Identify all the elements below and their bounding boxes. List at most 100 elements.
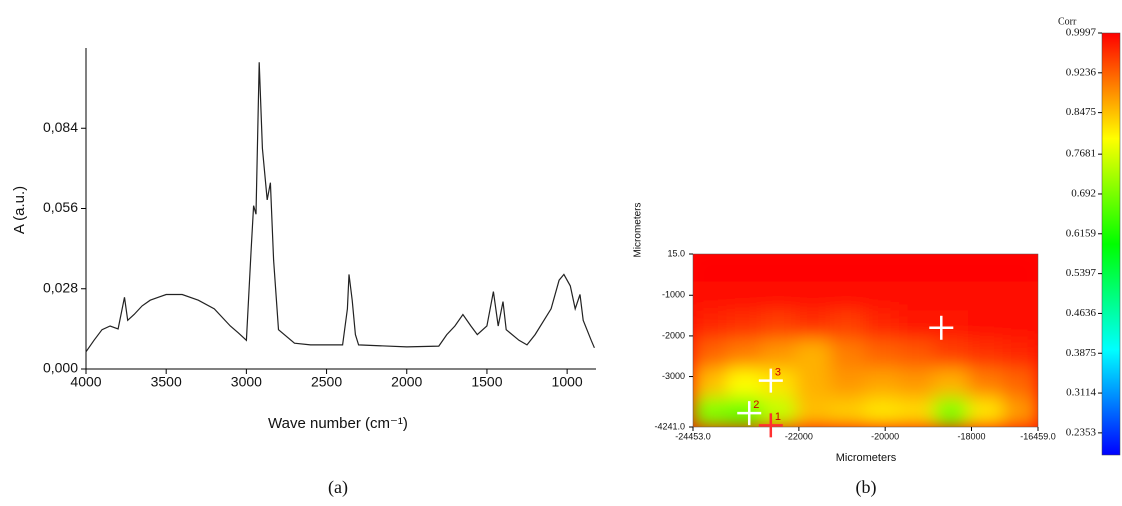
heatmap-cell xyxy=(693,254,729,284)
x-tick-label: -16459.0 xyxy=(1020,431,1056,441)
heatmap-cell xyxy=(968,368,1005,400)
heatmap-cell xyxy=(761,281,798,313)
heatmap-cell xyxy=(864,339,901,371)
heatmap-cell xyxy=(968,281,1005,313)
heatmap-cell xyxy=(1002,397,1038,427)
heatmap-cell xyxy=(726,368,763,400)
x-tick-label: -24453.0 xyxy=(675,431,711,441)
heatmap-cell xyxy=(1002,310,1038,342)
colorbar-tick-label: 0.8475 xyxy=(1066,106,1097,118)
heatmap-cell xyxy=(830,339,867,371)
heatmap-cell xyxy=(864,310,901,342)
point-marker xyxy=(737,401,762,426)
heatmap-cell xyxy=(693,397,729,427)
heatmap-cell xyxy=(795,254,832,284)
x-tick-label: 1500 xyxy=(471,374,502,390)
heatmap-cell xyxy=(693,339,729,371)
y-tick-label: 15.0 xyxy=(667,248,685,258)
heatmap-cell xyxy=(864,254,901,284)
heatmap-cell xyxy=(1002,281,1038,313)
plot-frame xyxy=(692,253,1039,428)
point-label: 2 xyxy=(753,399,759,411)
colorbar-tick-label: 0.3875 xyxy=(1066,347,1097,359)
heatmap-cell xyxy=(795,339,832,371)
colorbar-tick-label: 0.692 xyxy=(1071,187,1096,199)
heatmap-cell xyxy=(830,397,867,427)
x-axis-label: Micrometers xyxy=(836,452,897,464)
colorbar-tick-label: 0.3114 xyxy=(1066,387,1096,399)
heatmap-cell xyxy=(726,310,763,342)
heatmap-cell xyxy=(693,368,729,400)
heatmap-cell xyxy=(968,310,1005,342)
heatmap-cell xyxy=(1002,368,1038,400)
caption: (a) xyxy=(328,477,348,498)
heatmap-cell xyxy=(968,254,1005,284)
heatmap-cell xyxy=(899,310,936,342)
heatmap-cell xyxy=(899,368,936,400)
heatmap-cell xyxy=(864,368,901,400)
y-tick-label: 0,028 xyxy=(43,279,78,295)
point-label: 3 xyxy=(775,367,781,379)
y-axis-label: Micrometers xyxy=(633,202,644,257)
heatmap-cell xyxy=(933,310,970,342)
heatmap-cell xyxy=(830,281,867,313)
y-tick-label: -3000 xyxy=(662,371,685,381)
heatmap-cell xyxy=(693,310,729,342)
heatmap-cell xyxy=(830,310,867,342)
heatmap-cell xyxy=(795,281,832,313)
colorbar-tick-label: 0.4636 xyxy=(1066,307,1097,319)
heatmap-cell xyxy=(726,339,763,371)
colorbar-tick-label: 0.9997 xyxy=(1066,27,1097,39)
heatmap-cell xyxy=(693,281,729,313)
y-tick-label: -1000 xyxy=(662,290,685,300)
heatmap-cell xyxy=(1002,254,1038,284)
heatmap-cell xyxy=(968,339,1005,371)
heatmap-cell xyxy=(933,339,970,371)
point-label: 1 xyxy=(775,411,781,423)
point-marker xyxy=(758,368,783,393)
x-tick-label: -22000 xyxy=(785,431,813,441)
x-tick-label: 2000 xyxy=(391,374,422,390)
colorbar-tick-label: 0.9236 xyxy=(1066,66,1097,78)
point-marker xyxy=(929,315,954,340)
heatmap-cell xyxy=(899,254,936,284)
heatmap-cell xyxy=(830,368,867,400)
heatmap-cell xyxy=(830,254,867,284)
point-marker xyxy=(758,413,783,438)
x-tick-label: 2500 xyxy=(311,374,342,390)
colorbar-tick-label: 0.2353 xyxy=(1066,426,1097,438)
x-tick-label: 3500 xyxy=(151,374,182,390)
heatmap-cell xyxy=(933,368,970,400)
heatmap-cell xyxy=(968,397,1005,427)
spectrum-line xyxy=(85,62,595,353)
heatmap-cell xyxy=(864,397,901,427)
x-tick-label: -20000 xyxy=(871,431,899,441)
heatmap-cell xyxy=(899,397,936,427)
colorbar xyxy=(1101,32,1121,456)
heatmap-cell xyxy=(761,397,798,427)
heatmap-cell xyxy=(795,310,832,342)
y-tick-label: 0,056 xyxy=(43,199,78,215)
x-tick-label: 3000 xyxy=(231,374,262,390)
colorbar-tick-label: 0.5397 xyxy=(1066,267,1097,279)
colorbar-tick-label: 0.7681 xyxy=(1066,148,1096,160)
heatmap-cell xyxy=(761,339,798,371)
heatmap-cell xyxy=(761,368,798,400)
heatmap-cell xyxy=(795,368,832,400)
x-tick-label: 4000 xyxy=(70,374,101,390)
heatmap-cell xyxy=(933,281,970,313)
heatmap-cells xyxy=(693,254,1038,427)
y-tick-label: -2000 xyxy=(662,330,685,340)
heatmap-cell xyxy=(761,310,798,342)
heatmap-cell xyxy=(933,254,970,284)
heatmap-cell xyxy=(899,339,936,371)
y-tick-label: 0,084 xyxy=(43,119,78,135)
heatmap-cell xyxy=(726,281,763,313)
x-axis-label: Wave number (cm⁻¹) xyxy=(268,415,408,432)
colorbar-tick-label: 0.6159 xyxy=(1066,227,1097,239)
y-tick-label: 0,000 xyxy=(43,360,78,376)
x-tick-label: 1000 xyxy=(552,374,583,390)
heatmap-cell xyxy=(864,281,901,313)
heatmap-cell xyxy=(726,254,763,284)
